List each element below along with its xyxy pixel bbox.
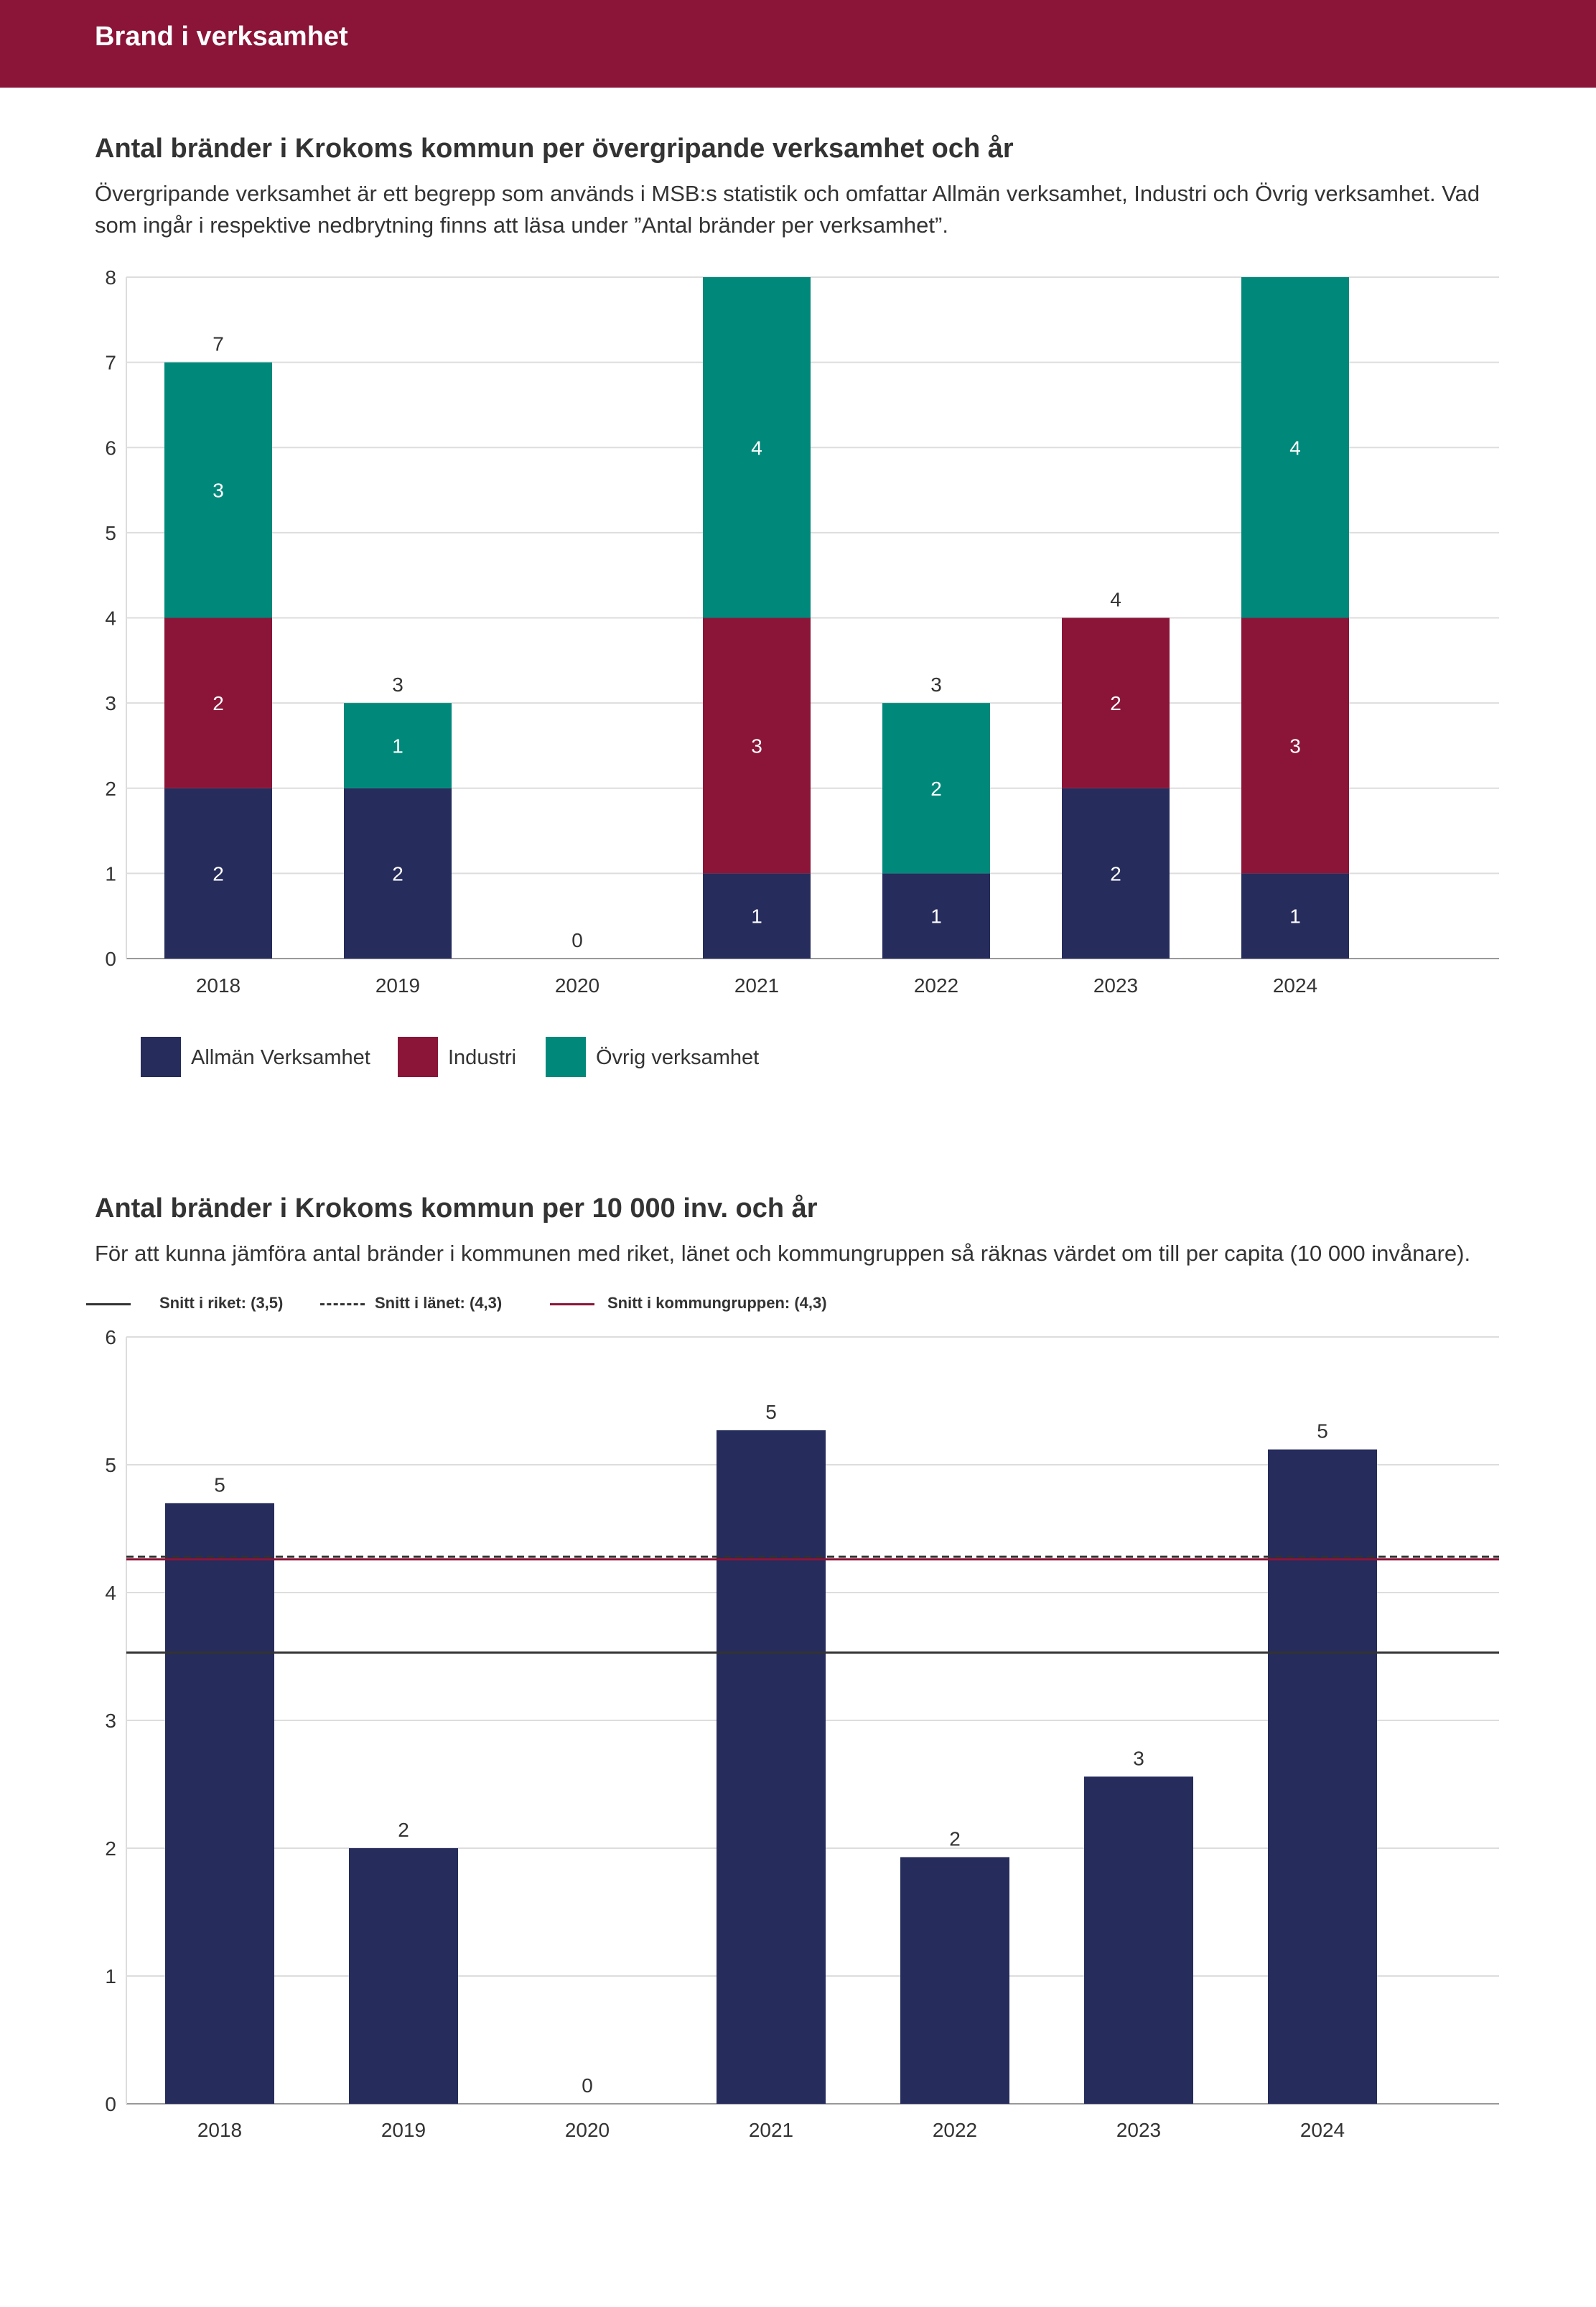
chart2-bar bbox=[165, 1503, 274, 2104]
chart1-bar-segment bbox=[164, 617, 272, 788]
chart1-bar-segment bbox=[1062, 788, 1170, 959]
chart1-bar-segment bbox=[882, 703, 990, 874]
chart1-bar-segment bbox=[703, 873, 811, 959]
chart1-segment-label: 3 bbox=[213, 480, 224, 502]
chart1-segment-label: 2 bbox=[213, 692, 224, 714]
chart1-bar-segment bbox=[164, 362, 272, 618]
chart2-y-tick-label: 3 bbox=[105, 1710, 116, 1732]
chart1-y-tick-label: 3 bbox=[105, 692, 116, 714]
chart1-bar-segment bbox=[1241, 277, 1349, 618]
chart2-y-tick-label: 4 bbox=[105, 1582, 116, 1604]
chart1-segment-label: 1 bbox=[392, 735, 403, 757]
chart1-segment-label: 1 bbox=[930, 905, 942, 928]
chart1-bar-segment bbox=[344, 703, 452, 788]
chart2-x-tick-label: 2023 bbox=[1116, 2119, 1161, 2141]
chart1-segment-label: 1 bbox=[751, 905, 762, 928]
chart1-y-tick-label: 2 bbox=[105, 778, 116, 800]
chart2-value-label: 0 bbox=[582, 2074, 593, 2097]
chart1-bar-segment bbox=[703, 277, 811, 618]
chart1-segment-label: 3 bbox=[1289, 735, 1301, 757]
chart1-y-tick-label: 4 bbox=[105, 607, 116, 630]
chart2-x-tick-label: 2019 bbox=[381, 2119, 426, 2141]
chart1-y-tick-label: 5 bbox=[105, 522, 116, 544]
chart1-total-label: 4 bbox=[1110, 589, 1121, 611]
legend-label-riket: Snitt i riket: (3,5) bbox=[159, 1294, 284, 1312]
legend-line-riket bbox=[86, 1303, 131, 1305]
chart1-x-tick-label: 2019 bbox=[375, 974, 420, 997]
chart2-description: För att kunna jämföra antal bränder i ko… bbox=[95, 1241, 1471, 1266]
chart1-segment-label: 2 bbox=[930, 778, 942, 800]
chart1-y-tick-label: 8 bbox=[105, 266, 116, 289]
chart1-y-tick-label: 7 bbox=[105, 352, 116, 374]
chart2-y-tick-label: 6 bbox=[105, 1326, 116, 1348]
chart1-x-tick-label: 2021 bbox=[734, 974, 779, 997]
chart1-segment-label: 2 bbox=[213, 862, 224, 885]
chart1-legend-label: Allmän Verksamhet bbox=[191, 1046, 370, 1069]
chart1-legend-swatch bbox=[141, 1037, 181, 1077]
chart2-value-label: 5 bbox=[765, 1401, 777, 1423]
chart2-y-tick-label: 5 bbox=[105, 1454, 116, 1476]
chart1-y-tick-label: 0 bbox=[105, 948, 116, 970]
chart2-bar bbox=[900, 1857, 1009, 2104]
header-bar: Brand i verksamhet bbox=[0, 0, 1596, 88]
chart2-value-label: 5 bbox=[1317, 1420, 1328, 1443]
chart1-description: Övergripande verksamhet är ett begrepp s… bbox=[95, 181, 1480, 238]
legend-label-lanet: Snitt i länet: (4,3) bbox=[375, 1294, 503, 1312]
chart1-bar-segment bbox=[882, 873, 990, 959]
chart1-bar-segment bbox=[1062, 617, 1170, 788]
chart1-segment-label: 4 bbox=[751, 437, 762, 459]
chart2-x-tick-label: 2021 bbox=[749, 2119, 793, 2141]
chart2-bar: 0 1 2 3 4 5 6 5 2018 2 2019 0 2020 5 2021 2 2022 3 2023 5 20… bbox=[105, 1326, 1499, 2141]
chart1-y-tick-label: 1 bbox=[105, 862, 116, 885]
chart1-y-tick-label: 6 bbox=[105, 437, 116, 459]
chart1-x-tick-label: 2022 bbox=[914, 974, 958, 997]
chart1-legend-swatch bbox=[546, 1037, 586, 1077]
chart1-legend-label: Industri bbox=[448, 1046, 516, 1069]
chart1-bar-segment bbox=[703, 617, 811, 874]
chart1-total-label: 3 bbox=[392, 674, 403, 696]
chart2-value-label: 2 bbox=[398, 1819, 409, 1841]
chart1-segment-label: 2 bbox=[1110, 862, 1121, 885]
chart2-bar bbox=[1268, 1449, 1377, 2104]
chart1-title: Antal bränder i Krokoms kommun per överg… bbox=[95, 134, 1014, 164]
chart1-x-tick-label: 2018 bbox=[196, 974, 241, 997]
chart1-segment-label: 4 bbox=[1289, 437, 1301, 459]
chart2-x-tick-label: 2022 bbox=[933, 2119, 977, 2141]
chart2-value-label: 5 bbox=[214, 1473, 225, 1496]
chart1-x-tick-label: 2024 bbox=[1273, 974, 1317, 997]
chart2-title: Antal bränder i Krokoms kommun per 10 00… bbox=[95, 1193, 818, 1224]
legend-line-lanet bbox=[320, 1303, 365, 1305]
chart1-legend-swatch bbox=[398, 1037, 438, 1077]
legend-label-kommungruppen: Snitt i kommungruppen: (4,3) bbox=[607, 1294, 827, 1312]
chart2-x-tick-label: 2020 bbox=[565, 2119, 610, 2141]
chart1-x-tick-label: 2020 bbox=[555, 974, 599, 997]
chart1-segment-label: 2 bbox=[1110, 692, 1121, 714]
chart1-stacked-bar: 0 1 2 3 4 5 6 7 8 2 2 3 7 2018 2 1 3 2019 0 2020 1 3 4 2021 1 2 3 2… bbox=[105, 266, 1499, 1077]
chart1-bar-segment bbox=[1241, 617, 1349, 874]
chart2-x-tick-label: 2018 bbox=[197, 2119, 242, 2141]
chart1-total-label: 0 bbox=[571, 929, 583, 951]
chart2-y-tick-label: 0 bbox=[105, 2093, 116, 2115]
chart2-y-tick-label: 2 bbox=[105, 1837, 116, 1860]
chart1-x-tick-label: 2023 bbox=[1093, 974, 1138, 997]
chart1-bar-segment bbox=[1241, 873, 1349, 959]
chart1-bar-segment bbox=[164, 788, 272, 959]
chart2-value-label: 2 bbox=[949, 1827, 961, 1850]
chart1-legend-label: Övrig verksamhet bbox=[596, 1046, 759, 1069]
header-title: Brand i verksamhet bbox=[95, 22, 348, 52]
chart1-segment-label: 1 bbox=[1289, 905, 1301, 928]
chart2-y-tick-label: 1 bbox=[105, 1965, 116, 1987]
chart1-bar-segment bbox=[344, 788, 452, 959]
chart1-segment-label: 2 bbox=[392, 862, 403, 885]
chart2-bar bbox=[1084, 1776, 1193, 2104]
chart2-bar bbox=[349, 1848, 458, 2104]
chart1-segment-label: 3 bbox=[751, 735, 762, 757]
legend-line-kommungruppen bbox=[550, 1303, 594, 1305]
chart1-total-label: 7 bbox=[213, 333, 224, 355]
chart1-total-label: 3 bbox=[930, 674, 942, 696]
chart2-value-label: 3 bbox=[1133, 1747, 1144, 1769]
chart2-bar bbox=[717, 1430, 826, 2104]
chart2-x-tick-label: 2024 bbox=[1300, 2119, 1345, 2141]
